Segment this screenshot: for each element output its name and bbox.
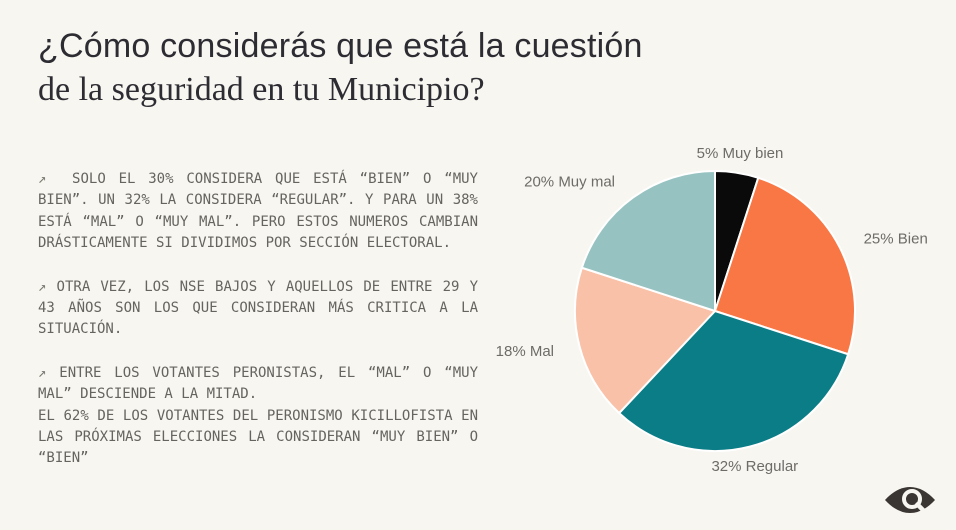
title-line-2: de la seguridad en tu Municipio? bbox=[38, 71, 485, 108]
ne-arrow-icon: ↗ bbox=[38, 278, 47, 295]
pie-slice-regular bbox=[618, 310, 850, 453]
ne-arrow-icon: ↗ bbox=[38, 364, 47, 381]
pie-label-muy-mal: 20% Muy mal bbox=[524, 174, 615, 191]
eye-icon bbox=[885, 487, 935, 514]
bullet-3: ↗ ENTRE LOS VOTANTES PERONISTAS, EL “MAL… bbox=[38, 363, 478, 470]
bullet-3-text: ENTRE LOS VOTANTES PERONISTAS, EL “MAL” … bbox=[38, 364, 478, 467]
pie-label-bien: 25% Bien bbox=[864, 230, 928, 247]
page-title: ¿Cómo considerás que está la cuestión de… bbox=[38, 24, 658, 112]
bullet-1: ↗ SOLO EL 30% CONSIDERA QUE ESTÁ “BIEN” … bbox=[38, 169, 478, 255]
bullet-2-text: OTRA VEZ, LOS NSE BAJOS Y AQUELLOS DE EN… bbox=[38, 278, 487, 338]
ne-arrow-icon: ↗ bbox=[38, 171, 47, 187]
bullet-1-text: SOLO EL 30% CONSIDERA QUE ESTÁ “BIEN” O … bbox=[38, 171, 487, 252]
pie-label-muy-bien: 5% Muy bien bbox=[697, 145, 784, 162]
pie-slice-mal bbox=[574, 266, 716, 415]
key-findings: ↗ SOLO EL 30% CONSIDERA QUE ESTÁ “BIEN” … bbox=[38, 169, 478, 492]
bullet-2: ↗ OTRA VEZ, LOS NSE BAJOS Y AQUELLOS DE … bbox=[38, 277, 478, 341]
pie-chart-svg: 5% Muy bien 25% Bien 32% Regular 18% Mal 20%… bbox=[496, 145, 928, 475]
eye-lens-logo bbox=[884, 484, 936, 516]
title-line-1: ¿Cómo considerás que está la cuestión bbox=[38, 27, 643, 65]
pie-slice-bien bbox=[714, 176, 856, 356]
pie-slice-muy-mal bbox=[580, 170, 716, 312]
pie-label-mal: 18% Mal bbox=[496, 343, 554, 360]
pie-label-regular: 32% Regular bbox=[711, 458, 798, 475]
pie-chart: 5% Muy bien 25% Bien 32% Regular 18% Mal 20%… bbox=[480, 130, 956, 500]
